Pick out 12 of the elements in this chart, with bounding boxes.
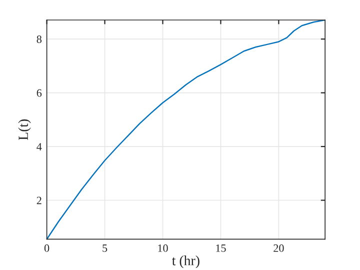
x-tick-label: 5: [102, 244, 108, 252]
y-tick-label: 6: [36, 89, 42, 97]
x-tick-label: 15: [216, 244, 226, 252]
x-axis-title: t (hr): [172, 256, 200, 268]
x-tick-label: 0: [44, 244, 50, 252]
x-tick-label: 20: [274, 244, 284, 252]
y-tick-label: 8: [36, 36, 42, 44]
y-axis-title: L(t): [18, 119, 31, 140]
x-tick-label: 10: [158, 244, 168, 252]
line-series: [46, 20, 326, 240]
y-tick-label: 2: [36, 196, 42, 204]
y-tick-label: 4: [36, 143, 42, 150]
